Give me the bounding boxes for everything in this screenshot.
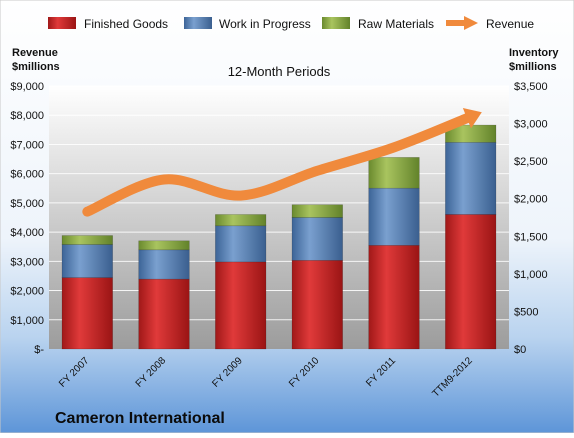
left-axis-title-line2: $millions xyxy=(12,61,60,73)
bar-work-in-progress xyxy=(291,217,343,261)
right-tick-label: $1,000 xyxy=(514,269,548,281)
legend-label-revenue: Revenue xyxy=(486,17,534,31)
right-tick-label: $2,500 xyxy=(514,156,548,168)
revenue-line xyxy=(82,107,482,217)
bar-work-in-progress xyxy=(368,187,420,246)
right-tick-label: $500 xyxy=(514,306,538,318)
left-tick-label: $- xyxy=(34,344,44,356)
bar-work-in-progress xyxy=(138,249,190,280)
legend-swatch-work-in-progress xyxy=(184,17,212,29)
right-axis-title-line2: $millions xyxy=(509,61,557,73)
revenue-arrowhead xyxy=(462,107,482,129)
legend-label-work-in-progress: Work in Progress xyxy=(219,17,311,31)
legend: Finished Goods Work in Progress Raw Mate… xyxy=(48,16,534,31)
right-tick-label: $3,000 xyxy=(514,119,548,131)
legend-swatch-raw-materials xyxy=(322,17,350,29)
left-tick-label: $3,000 xyxy=(10,256,44,268)
bar-finished-goods xyxy=(291,260,343,350)
bar-finished-goods xyxy=(61,277,113,350)
gridlines xyxy=(49,85,509,321)
left-tick-label: $8,000 xyxy=(10,110,44,122)
right-tick-label: $2,000 xyxy=(514,194,548,206)
legend-label-raw-materials: Raw Materials xyxy=(358,17,434,31)
company-name: Cameron International xyxy=(55,410,225,427)
right-tick-label: $1,500 xyxy=(514,231,548,243)
left-tick-label: $9,000 xyxy=(10,81,44,93)
right-axis-title-line1: Inventory xyxy=(509,47,559,59)
left-tick-label: $1,000 xyxy=(10,315,44,327)
bar-finished-goods xyxy=(138,278,190,350)
legend-arrow-revenue xyxy=(464,16,478,30)
legend-label-finished-goods: Finished Goods xyxy=(84,17,168,31)
left-tick-label: $5,000 xyxy=(10,198,44,210)
bar-finished-goods xyxy=(445,214,497,350)
right-tick-label: $0 xyxy=(514,344,526,356)
bar-raw-materials xyxy=(138,240,190,251)
legend-swatch-finished-goods xyxy=(48,17,76,29)
bar-raw-materials xyxy=(368,157,420,189)
bar-finished-goods xyxy=(215,261,267,350)
left-tick-label: $6,000 xyxy=(10,169,44,181)
left-axis-title-line1: Revenue xyxy=(12,47,58,59)
bar-raw-materials xyxy=(291,204,343,218)
bar-work-in-progress xyxy=(215,225,267,263)
revenue-line-path xyxy=(82,111,476,217)
left-tick-label: $2,000 xyxy=(10,286,44,298)
bar-work-in-progress xyxy=(61,244,113,278)
left-tick-label: $4,000 xyxy=(10,227,44,239)
bar-raw-materials xyxy=(215,214,267,227)
left-tick-label: $7,000 xyxy=(10,139,44,151)
bar-finished-goods xyxy=(368,245,420,350)
bar-raw-materials xyxy=(61,235,113,245)
bar-work-in-progress xyxy=(445,142,497,215)
right-tick-label: $3,500 xyxy=(514,81,548,93)
chart-subtitle: 12-Month Periods xyxy=(228,64,331,79)
bars xyxy=(61,124,497,350)
